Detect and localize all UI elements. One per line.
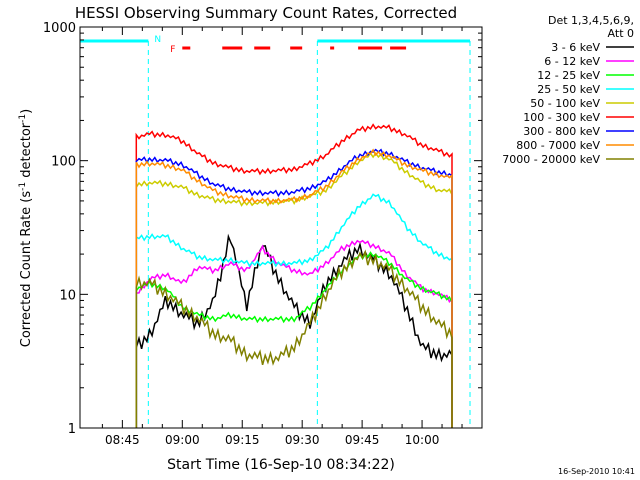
series-lines [135,123,453,428]
y-tick-label-1: 10 [59,288,76,303]
x-axis: 08:45 09:00 09:15 09:30 09:45 10:00 [101,27,463,447]
legend-header-line-2: Att 0 [608,27,634,40]
legend-header-line-1: Det 1,3,4,5,6,9, [548,14,634,27]
legend-label-50-100: 50 - 100 keV [530,97,600,110]
legend-label-300-800: 300 - 800 keV [523,125,600,138]
y-label-superscript-1: -1 [18,182,28,191]
y-tick-label-3: 1000 [43,21,76,36]
x-tick-label-3: 09:30 [285,433,320,447]
x-tick-label-2: 09:15 [225,433,260,447]
y-label-main: Corrected Count Rate (s [19,191,34,348]
x-tick-label-4: 09:45 [345,433,380,447]
legend-label-7000-20000: 7000 - 20000 keV [502,153,600,166]
legend-label-6-12: 6 - 12 keV [544,55,600,68]
y-label-superscript-2: -1 [18,114,28,123]
legend-label-800-7000: 800 - 7000 keV [516,139,600,152]
y-axis-label: Corrected Count Rate (s-1 detector-1) [18,109,34,347]
series-line-50-100 [135,151,453,428]
plot-frame [79,26,483,429]
legend-label-12-25: 12 - 25 keV [537,69,600,82]
marker-f: F [170,45,175,55]
chart-title: HESSI Observing Summary Count Rates, Cor… [75,4,457,22]
y-label-mid: detector [19,122,34,182]
event-markers: NF [154,35,175,55]
x-tick-label-0: 08:45 [105,433,140,447]
series-line-25-50 [135,193,453,428]
series-line-3-6 [135,233,453,428]
series-line-800-7000 [135,148,453,428]
y-tick-label-0: 1 [68,422,76,437]
series-line-6-12 [135,239,453,428]
legend-label-25-50: 25 - 50 keV [537,83,600,96]
y-label-end: ) [19,109,34,114]
y-axis: 1 10 100 1000 [43,21,482,437]
series-line-7000-20000 [135,249,453,428]
x-axis-label: Start Time (16-Sep-10 08:34:22) [167,457,395,473]
legend-label-3-6: 3 - 6 keV [551,41,600,54]
legend-label-100-300: 100 - 300 keV [523,111,600,124]
marker-n: N [154,35,161,45]
timestamp: 16-Sep-2010 10:41 [558,467,635,476]
series-line-300-800 [135,148,453,428]
y-tick-label-2: 100 [51,155,76,170]
x-tick-label-1: 09:00 [165,433,200,447]
night-shading [79,39,471,428]
series-line-100-300 [135,123,453,428]
x-tick-label-5: 10:00 [405,433,440,447]
